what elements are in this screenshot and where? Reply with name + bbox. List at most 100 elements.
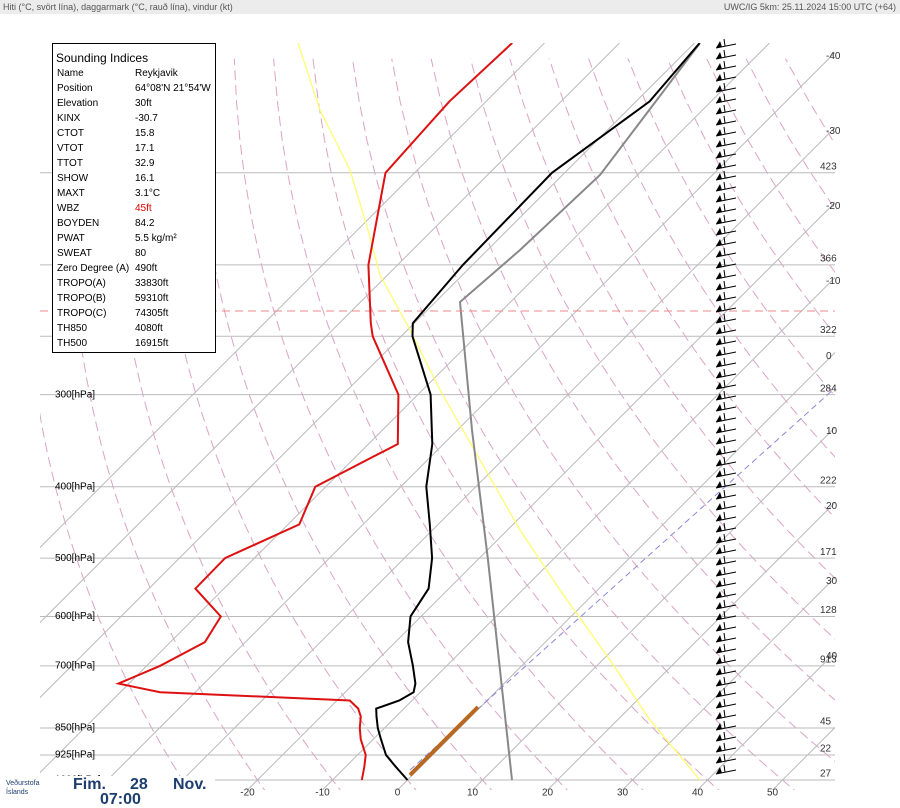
index-value: 32.9 [135,158,155,169]
wind-barb [716,459,722,466]
index-row: TROPO(A) 33830ft [57,278,168,293]
wind-barb [723,412,726,421]
x-tick-label-right: 20 [826,501,838,512]
index-row: KINX -30.7 [57,113,158,128]
wind-barb [723,445,726,454]
wind-barb [723,555,726,564]
time: 07:00 [100,791,141,808]
wind-barb [723,104,726,113]
x-tick-label: -10 [315,788,330,799]
index-row: VTOT 17.1 [57,143,154,158]
height-label: 284 [820,383,837,394]
parcel-line [458,43,701,781]
wind-barb [723,467,726,476]
wind-barb [716,558,722,565]
wind-barb [716,327,722,334]
index-row: Name Reykjavik [57,68,178,83]
index-name: WBZ [57,203,80,214]
index-name: TH500 [57,338,88,349]
dry-adiabat [666,58,835,336]
wind-barb [723,159,726,168]
height-label: 322 [820,325,837,336]
wind-barb [723,522,726,531]
height-label: 171 [820,547,837,558]
x-tick-label: 40 [692,788,704,799]
header: Hiti (°C, svört lína), daggarmark (°C, r… [0,0,900,14]
index-name: PWAT [57,233,85,244]
index-name: TROPO(B) [57,293,106,304]
wind-barb [716,393,722,400]
index-name: VTOT [57,143,84,154]
wind-barb [723,192,726,201]
index-row: WBZ 45ft [57,203,152,218]
isotherm [40,43,545,549]
wind-barb [723,533,726,542]
day: Fim. [73,776,106,793]
wind-barb [716,415,722,422]
wind-barb [723,225,726,234]
wind-barb [716,514,722,521]
index-value: 33830ft [135,278,169,289]
wind-barb [723,698,726,707]
wind-barb [716,360,722,367]
wind-barb [723,401,726,410]
index-name: TTOT [57,158,83,169]
wind-barb [723,764,726,773]
wind-barb [723,456,726,465]
wind-barb [723,368,726,377]
header-left: Hiti (°C, svört lína), daggarmark (°C, r… [3,2,233,12]
index-value: 74305ft [135,308,169,319]
wind-barb [723,214,726,223]
isotherm [40,43,620,624]
wind-barb [723,610,726,619]
x-tick-label-right: -30 [826,126,841,137]
wind-barb [716,349,722,356]
lifted-segment [408,705,480,777]
index-row: SHOW 16.1 [57,173,154,188]
wind-barb [723,478,726,487]
wind-barb [716,118,722,125]
wind-barb [723,126,726,135]
wind-barb [723,60,726,69]
wind-barb [716,580,722,587]
wind-barb [716,85,722,92]
x-tick-label-right: -10 [826,276,841,287]
wind-barb [723,566,726,575]
wind-barb [716,140,722,147]
wind-barb [716,492,722,499]
index-name: Position [57,83,93,94]
height-label: 222 [820,475,837,486]
wind-barb [723,753,726,762]
index-name: TROPO(A) [57,278,106,289]
wind-barb [716,448,722,455]
wind-barb [723,324,726,333]
index-value: 17.1 [135,143,155,154]
index-value: 4080ft [135,323,163,334]
index-value: Reykjavik [135,68,178,79]
isotherm [322,276,835,790]
dry-adiabat [391,58,835,763]
wind-barb [716,668,722,675]
height-label: 45 [820,717,832,728]
wind-barb [716,382,722,389]
x-tick-label: 50 [767,788,779,799]
index-row: Position 64°08'N 21°54'W [57,83,211,98]
wind-barb [723,148,726,157]
wind-barb [723,357,726,366]
y-tick-label: 925[hPa] [55,750,95,761]
wind-barb [716,96,722,103]
wind-barb [723,280,726,289]
x-tick-label-right: -20 [826,201,841,212]
dry-adiabat [470,58,835,640]
index-value: 3.1°C [135,188,161,199]
dry-adiabat [430,58,835,701]
wind-barb [723,687,726,696]
wind-barb [716,701,722,708]
wind-barb [723,621,726,630]
wind-barb [716,52,722,59]
wind-barb [716,338,722,345]
index-row: MAXT 3.1°C [57,188,160,203]
wind-barb [716,624,722,631]
index-value: 5.5 kg/m² [135,233,177,244]
